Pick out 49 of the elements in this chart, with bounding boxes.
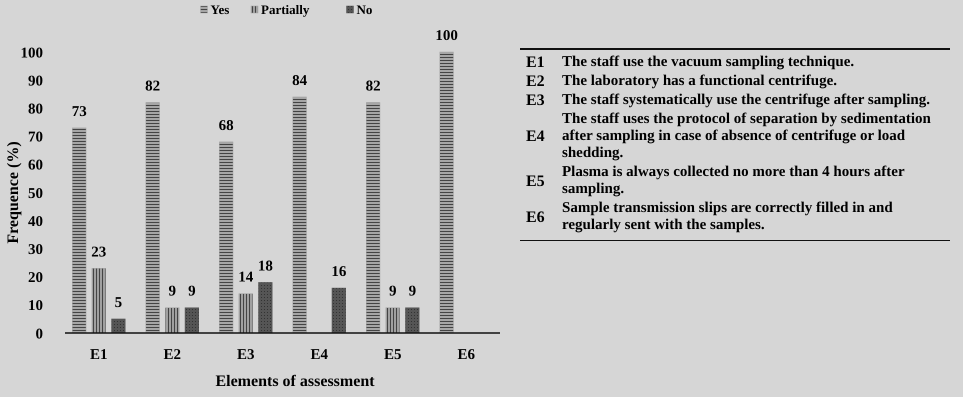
y-tick-label: 0: [36, 326, 43, 342]
y-tick-label: 30: [28, 242, 43, 258]
data-label: 100: [435, 28, 458, 44]
text: The staff systematically use the centrifuge after sampling.: [562, 92, 931, 109]
data-label: 9: [168, 284, 176, 300]
text: Sample transmission slips are correctly filled in and regularly sent with the samples.: [562, 200, 894, 234]
y-tick-label: 10: [28, 298, 43, 314]
data-label: 84: [292, 72, 308, 89]
y-tick-label: 90: [28, 73, 43, 90]
data-label: 73: [72, 104, 87, 120]
category-label: E3: [526, 92, 545, 109]
y-tick-label: 40: [28, 214, 43, 230]
data-label: 14: [238, 270, 254, 286]
legend-label: No: [356, 2, 372, 17]
data-label: 9: [408, 284, 416, 300]
x-tick-label: E1: [90, 347, 108, 363]
x-axis-title: Elements of assessment: [215, 373, 376, 390]
category-label: E6: [526, 208, 545, 226]
data-label: 5: [114, 294, 122, 311]
y-tick-label: 100: [20, 45, 43, 62]
x-tick-label: E5: [384, 347, 402, 363]
data-label: 23: [91, 244, 106, 260]
legend-label: Yes: [210, 2, 230, 17]
x-tick-label: E3: [237, 347, 255, 363]
data-label: 18: [258, 258, 273, 274]
y-tick-label: 20: [28, 270, 43, 286]
y-tick-label: 60: [28, 158, 43, 174]
data-label: 82: [366, 78, 381, 95]
category-label: E5: [526, 172, 545, 190]
text: The laboratory has a functional centrifuge.: [562, 73, 838, 90]
text: The staff uses the protocol of separation by sedimentation after sampling in case of absence of centrifuge or load shedding.: [562, 111, 932, 162]
data-label: 16: [331, 264, 347, 280]
text: Plasma is always collected no more than 4 hours after sampling.: [562, 164, 906, 198]
data-label: 9: [388, 284, 396, 300]
y-tick-label: 50: [28, 186, 43, 202]
text: The staff use the vacuum sampling technique.: [562, 54, 856, 71]
data-label: 68: [218, 118, 234, 134]
y-tick-label: 80: [28, 101, 43, 118]
legend-label: Partially: [261, 2, 310, 17]
category-label: E4: [526, 128, 545, 145]
data-label: 82: [145, 78, 160, 95]
y-axis-title: Frequence (%): [5, 141, 22, 244]
category-label: E1: [526, 54, 545, 71]
x-tick-label: E6: [457, 347, 476, 363]
x-tick-label: E2: [164, 347, 182, 363]
data-label: 9: [188, 284, 196, 300]
x-tick-label: E4: [310, 347, 328, 363]
y-tick-label: 70: [28, 130, 43, 146]
category-label: E2: [526, 73, 545, 90]
